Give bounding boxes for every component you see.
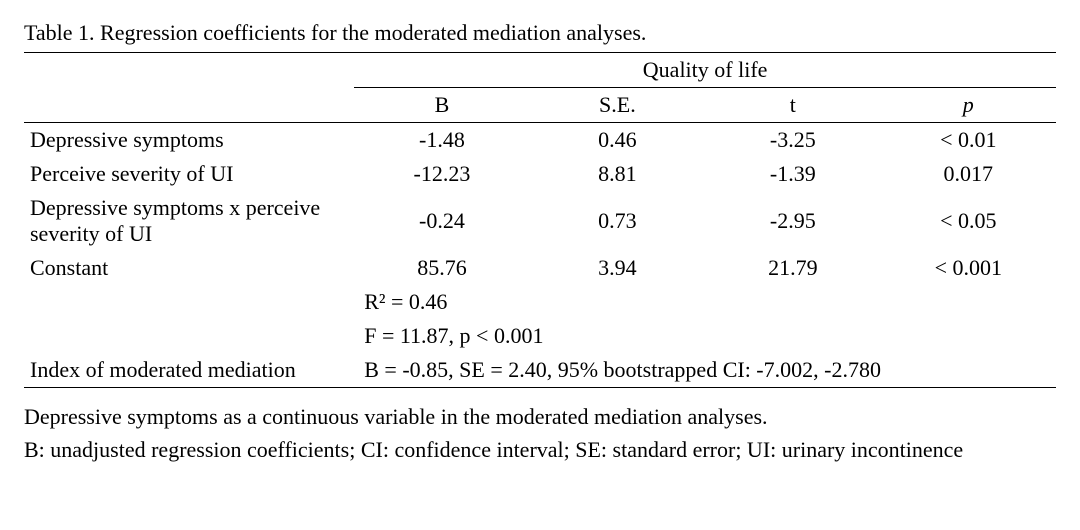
cell-t: -2.95 — [705, 191, 880, 251]
cell-t: -3.25 — [705, 123, 880, 158]
cell-p: < 0.01 — [881, 123, 1056, 158]
cell-t: 21.79 — [705, 251, 880, 285]
regression-table: Quality of life B S.E. t p Depressive sy… — [24, 52, 1056, 388]
table-row: Perceive severity of UI -12.23 8.81 -1.3… — [24, 157, 1056, 191]
column-header-row: B S.E. t p — [24, 88, 1056, 123]
col-p: p — [881, 88, 1056, 123]
footnote-line1: Depressive symptoms as a continuous vari… — [24, 400, 1056, 433]
stats-row-f: F = 11.87, p < 0.001 — [24, 319, 1056, 353]
page: Table 1. Regression coefficients for the… — [0, 0, 1080, 530]
stats-row-r2: R² = 0.46 — [24, 285, 1056, 319]
row-label: Constant — [24, 251, 354, 285]
table-row: Depressive symptoms x perceive severity … — [24, 191, 1056, 251]
cell-b: -12.23 — [354, 157, 529, 191]
cell-p: < 0.001 — [881, 251, 1056, 285]
r2-stat: R² = 0.46 — [354, 285, 1056, 319]
cell-se: 0.46 — [530, 123, 705, 158]
f-stat: F = 11.87, p < 0.001 — [354, 319, 1056, 353]
col-se: S.E. — [530, 88, 705, 123]
row-label: Perceive severity of UI — [24, 157, 354, 191]
table-title: Table 1. Regression coefficients for the… — [24, 20, 1056, 46]
row-label: Depressive symptoms — [24, 123, 354, 158]
cell-b: -1.48 — [354, 123, 529, 158]
index-row: Index of moderated mediation B = -0.85, … — [24, 353, 1056, 388]
cell-p: 0.017 — [881, 157, 1056, 191]
row-label: Depressive symptoms x perceive severity … — [24, 191, 354, 251]
col-t: t — [705, 88, 880, 123]
cell-se: 8.81 — [530, 157, 705, 191]
cell-b: 85.76 — [354, 251, 529, 285]
cell-se: 0.73 — [530, 191, 705, 251]
col-b: B — [354, 88, 529, 123]
index-label: Index of moderated mediation — [24, 353, 354, 388]
index-value: B = -0.85, SE = 2.40, 95% bootstrapped C… — [354, 353, 1056, 388]
table-row: Depressive symptoms -1.48 0.46 -3.25 < 0… — [24, 123, 1056, 158]
spanner-header: Quality of life — [354, 53, 1056, 88]
cell-se: 3.94 — [530, 251, 705, 285]
cell-p: < 0.05 — [881, 191, 1056, 251]
footnote-block: Depressive symptoms as a continuous vari… — [24, 400, 1056, 466]
spanner-row: Quality of life — [24, 53, 1056, 88]
cell-b: -0.24 — [354, 191, 529, 251]
footnote-line2: B: unadjusted regression coefficients; C… — [24, 433, 1056, 466]
table-row: Constant 85.76 3.94 21.79 < 0.001 — [24, 251, 1056, 285]
cell-t: -1.39 — [705, 157, 880, 191]
